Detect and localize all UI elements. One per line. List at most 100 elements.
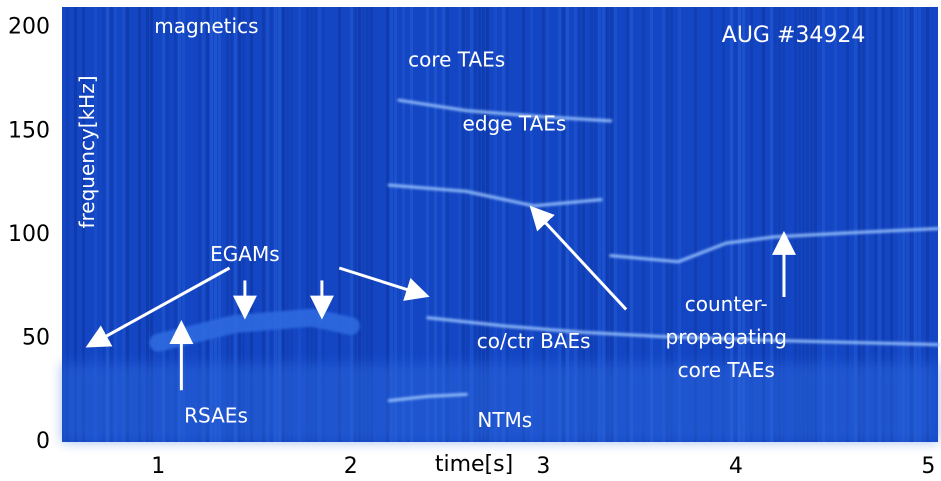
texture-stripe <box>214 7 217 442</box>
texture-stripe <box>134 7 137 442</box>
texture-stripe <box>350 7 353 442</box>
texture-stripe <box>190 7 193 442</box>
texture-stripe <box>658 7 661 442</box>
texture-stripe <box>914 7 917 442</box>
texture-stripe <box>418 7 421 442</box>
x-tick-label: 2 <box>344 454 358 479</box>
texture-stripe <box>130 7 133 442</box>
texture-stripe <box>718 7 721 442</box>
texture-stripe <box>318 7 321 442</box>
texture-stripe <box>110 7 113 442</box>
annotation-label: propagating <box>666 325 787 349</box>
texture-stripe <box>818 7 821 442</box>
y-tick-label: 200 <box>8 15 50 40</box>
texture-stripe <box>142 7 145 442</box>
texture-stripe <box>526 7 529 442</box>
texture-stripe <box>246 7 249 442</box>
texture-stripe <box>330 7 333 442</box>
texture-stripe <box>610 7 613 442</box>
texture-stripe <box>366 7 369 442</box>
texture-stripe <box>346 7 349 442</box>
annotation-labels: magnetics core TAEs edge TAEs EGAMs co/ctr B… <box>154 14 787 432</box>
texture-stripe <box>758 7 761 442</box>
texture-stripe <box>570 7 573 442</box>
texture-stripe <box>862 7 865 442</box>
texture-stripe <box>842 7 845 442</box>
texture-stripe <box>314 7 317 442</box>
annotation-label: core TAEs <box>678 358 775 382</box>
texture-stripe <box>898 7 901 442</box>
texture-stripe <box>62 7 65 442</box>
annotation-label: magnetics <box>154 14 258 38</box>
texture-stripe <box>154 7 157 442</box>
texture-stripe <box>242 7 245 442</box>
texture-stripe <box>710 7 713 442</box>
texture-stripe <box>454 7 457 442</box>
texture-stripe <box>490 7 493 442</box>
texture-stripe <box>162 7 165 442</box>
texture-stripe <box>598 7 601 442</box>
annotation-label: edge TAEs <box>463 112 567 136</box>
texture-stripe <box>266 7 269 442</box>
texture-stripe <box>370 7 373 442</box>
texture-stripe <box>326 7 329 442</box>
texture-stripe <box>678 7 681 442</box>
annotation-label: core TAEs <box>408 47 505 71</box>
texture-stripe <box>90 7 93 442</box>
texture-stripe <box>446 7 449 442</box>
texture-stripe <box>238 7 241 442</box>
texture-stripe <box>414 7 417 442</box>
texture-stripe <box>410 7 413 442</box>
annotation-label: counter- <box>685 292 768 316</box>
texture-stripe <box>706 7 709 442</box>
texture-stripe <box>230 7 233 442</box>
texture-stripe <box>850 7 853 442</box>
texture-stripe <box>606 7 609 442</box>
texture-stripe <box>438 7 441 442</box>
texture-stripe <box>686 7 689 442</box>
texture-stripe <box>782 7 785 442</box>
texture-stripe <box>114 7 117 442</box>
texture-stripe <box>774 7 777 442</box>
texture-stripe <box>814 7 817 442</box>
annotation-label: EGAMs <box>210 242 280 266</box>
texture-stripe <box>202 7 205 442</box>
texture-stripe <box>518 7 521 442</box>
texture-stripe <box>170 7 173 442</box>
spectrogram-texture <box>62 7 938 442</box>
texture-stripe <box>338 7 341 442</box>
texture-stripe <box>422 7 425 442</box>
x-tick-label: 4 <box>729 454 743 479</box>
texture-stripe <box>442 7 445 442</box>
texture-stripe <box>726 7 729 442</box>
texture-stripe <box>94 7 97 442</box>
annotation-arrow <box>529 205 628 311</box>
texture-stripe <box>666 7 669 442</box>
texture-stripe <box>910 7 913 442</box>
texture-stripe <box>574 7 577 442</box>
texture-stripe <box>302 7 305 442</box>
mode-band <box>387 392 468 403</box>
texture-stripe <box>902 7 905 442</box>
texture-stripe <box>770 7 773 442</box>
mode-band <box>609 227 940 264</box>
texture-stripe <box>258 7 261 442</box>
texture-stripe <box>198 7 201 442</box>
texture-stripe <box>822 7 825 442</box>
texture-stripe <box>310 7 313 442</box>
texture-stripe <box>646 7 649 442</box>
texture-stripe <box>194 7 197 442</box>
texture-stripe <box>918 7 921 442</box>
texture-stripe <box>766 7 769 442</box>
texture-stripe <box>402 7 405 442</box>
texture-stripe <box>554 7 557 442</box>
texture-stripe <box>614 7 617 442</box>
texture-stripe <box>714 7 717 442</box>
texture-stripe <box>286 7 289 442</box>
texture-stripe <box>462 7 465 442</box>
texture-stripe <box>826 7 829 442</box>
texture-stripe <box>66 7 69 442</box>
texture-stripe <box>262 7 265 442</box>
texture-stripe <box>590 7 593 442</box>
texture-stripe <box>698 7 701 442</box>
